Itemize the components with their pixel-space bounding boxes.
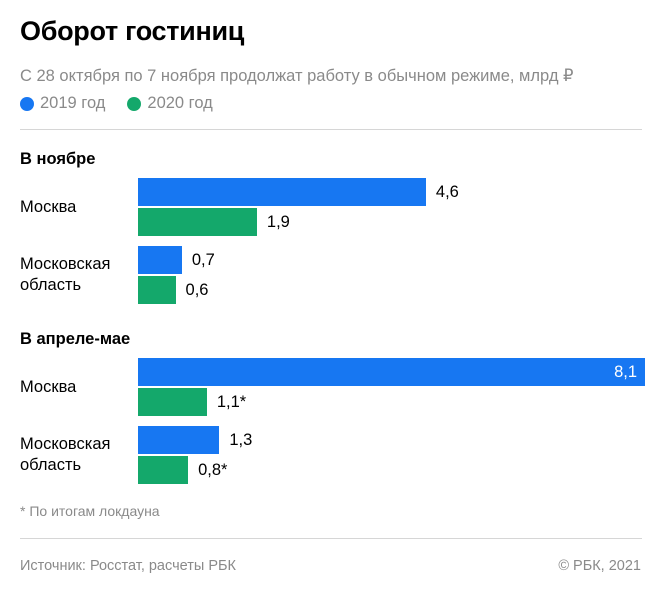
category-label: Московская область <box>20 255 111 294</box>
value-label: 1,9 <box>266 213 290 231</box>
value-label: 0,7 <box>191 251 215 269</box>
value-label: 0,6 <box>185 281 209 299</box>
legend-label: 2019 год <box>40 94 106 112</box>
bar <box>138 246 182 274</box>
legend-label: 2020 год <box>147 94 213 112</box>
divider <box>20 538 642 539</box>
legend-swatch <box>127 96 142 111</box>
bar <box>138 178 426 206</box>
footnote: * По итогам локдауна <box>20 503 160 519</box>
panel-title: В апреле-мае <box>20 330 131 348</box>
bar <box>138 208 257 236</box>
legend: 2019 год 2020 год <box>20 94 213 113</box>
subtitle: С 28 октября по 7 ноября продолжат работ… <box>20 67 574 85</box>
bar <box>138 358 645 386</box>
panel-title: В ноябре <box>20 150 96 168</box>
value-label: 0,8* <box>198 461 228 479</box>
title: Оборот гостиниц <box>20 16 245 46</box>
divider <box>20 129 642 130</box>
category-label: Москва <box>20 377 77 396</box>
category-label: Московская область <box>20 435 111 474</box>
bar <box>138 456 189 484</box>
legend-item: 2020 год <box>127 94 213 113</box>
legend-item: 2019 год <box>20 94 105 113</box>
value-label: 8,1 <box>614 363 637 381</box>
legend-swatch <box>20 96 34 111</box>
bar <box>138 388 207 416</box>
value-label: 1,1* <box>216 393 247 411</box>
bar <box>138 426 220 454</box>
source: Источник: Росстат, расчеты РБК <box>20 558 236 574</box>
credit: © РБК, 2021 <box>558 558 641 574</box>
bar <box>138 276 176 304</box>
value-label: 4,6 <box>435 183 459 201</box>
value-label: 1,3 <box>229 431 253 449</box>
category-label: Москва <box>20 197 77 216</box>
